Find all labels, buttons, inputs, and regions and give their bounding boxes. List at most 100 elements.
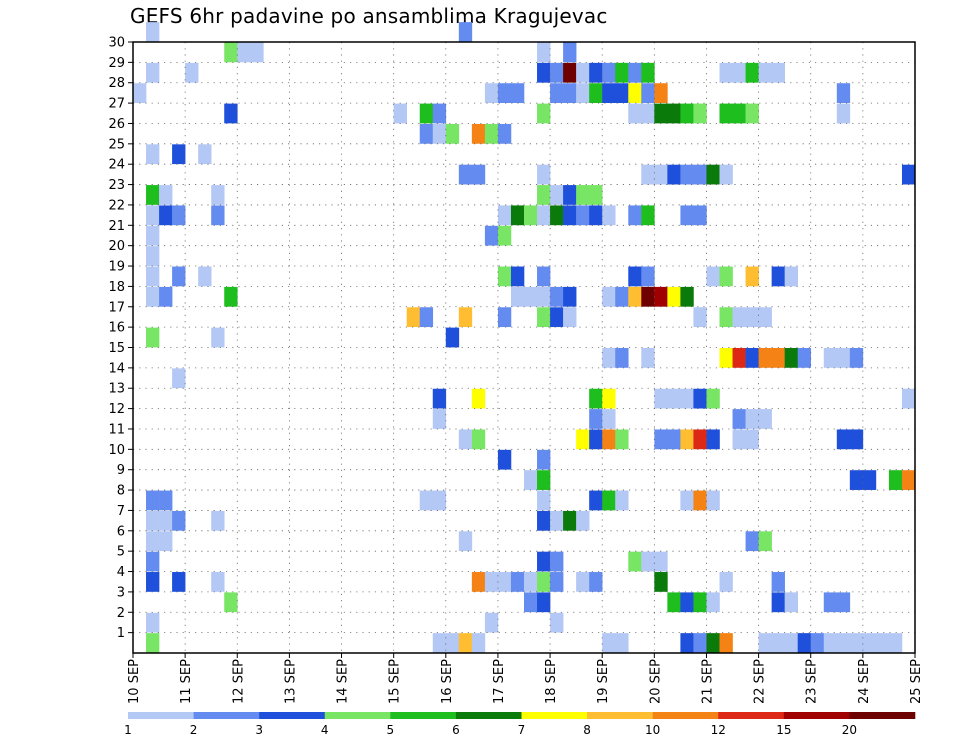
heatmap-cell [641, 164, 655, 185]
heatmap-cell [823, 592, 838, 613]
heatmap-cell [550, 510, 564, 531]
y-tick-label: 30 [108, 36, 125, 51]
colorbar-segment [455, 712, 522, 719]
heatmap-cell [471, 123, 486, 144]
heatmap-cell [745, 307, 759, 328]
heatmap-cell [471, 388, 486, 409]
heatmap-cell [159, 205, 173, 226]
heatmap-cell [706, 592, 720, 613]
heatmap-cell [745, 266, 759, 287]
heatmap-cell [706, 388, 720, 409]
heatmap-cell [745, 62, 759, 83]
heatmap-cell [550, 572, 564, 592]
heatmap-cell [745, 429, 759, 450]
heatmap-cell [654, 551, 668, 572]
heatmap-cell [719, 307, 733, 328]
heatmap-cell [159, 531, 173, 552]
heatmap-cell [432, 123, 447, 144]
y-tick-label: 11 [108, 422, 125, 437]
heatmap-cell [146, 286, 160, 307]
heatmap-cell [224, 42, 238, 63]
heatmap-cell [641, 83, 655, 103]
heatmap-cell [654, 429, 668, 450]
heatmap-cell [146, 531, 160, 552]
heatmap-cell [510, 286, 525, 307]
heatmap-cell [732, 62, 746, 83]
heatmap-cell [432, 633, 447, 653]
colorbar-label: 2 [190, 723, 198, 737]
heatmap-cell [693, 490, 707, 511]
colorbar-label: 7 [518, 723, 526, 737]
heatmap-cell [849, 348, 864, 368]
heatmap-cell [537, 572, 551, 592]
heatmap-cell [524, 470, 538, 490]
x-tick-label: 24 SEP [857, 659, 872, 704]
heatmap-cell [211, 185, 225, 205]
heatmap-cell [497, 307, 512, 328]
heatmap-cell [667, 388, 681, 409]
heatmap-cell [641, 266, 655, 287]
y-tick-label: 28 [108, 76, 125, 91]
heatmap-cell [576, 62, 590, 83]
heatmap-cell [667, 103, 681, 124]
heatmap-cell [615, 490, 629, 511]
heatmap-cell [458, 531, 473, 552]
colorbar-label: 4 [321, 723, 329, 737]
heatmap-cell [510, 83, 525, 103]
heatmap-cell [719, 266, 733, 287]
grid-layer [132, 41, 916, 653]
heatmap-cell [654, 388, 668, 409]
heatmap-cell [615, 83, 629, 103]
heatmap-cell [693, 205, 707, 226]
heatmap-cell [862, 633, 877, 653]
heatmap-cell [537, 592, 551, 613]
heatmap-cell [497, 123, 512, 144]
colorbar-label: 5 [387, 723, 395, 737]
heatmap-cell [641, 62, 655, 83]
heatmap-cell [537, 307, 551, 328]
y-tick-label: 10 [108, 443, 125, 458]
heatmap-cell [758, 348, 772, 368]
y-tick-label: 14 [108, 361, 125, 376]
heatmap-cell [706, 266, 720, 287]
heatmap-cell [550, 307, 564, 328]
heatmap-cell [185, 62, 199, 83]
heatmap-cell [680, 490, 694, 511]
heatmap-cell [550, 62, 564, 83]
heatmap-cell [172, 205, 186, 226]
heatmap-cell [406, 307, 421, 328]
heatmap-cell [471, 429, 486, 450]
heatmap-cell [146, 490, 160, 511]
heatmap-cell [537, 551, 551, 572]
heatmap-cell [654, 164, 668, 185]
heatmap-cell [667, 592, 681, 613]
heatmap-cell [537, 42, 551, 63]
heatmap-cell [198, 266, 212, 287]
heatmap-cell [224, 103, 238, 124]
heatmap-cell [628, 551, 642, 572]
heatmap-cell [602, 348, 616, 368]
heatmap-cell [146, 144, 160, 165]
heatmap-cell [237, 42, 251, 63]
y-tick-label: 21 [108, 219, 125, 234]
heatmap-cell [576, 83, 590, 103]
heatmap-cell [680, 103, 694, 124]
heatmap-cell [458, 307, 473, 328]
heatmap-cell [589, 409, 603, 429]
x-tick-label: 15 SEP [388, 659, 403, 704]
x-tick-label: 10 SEP [127, 659, 142, 704]
heatmap-cell [602, 62, 616, 83]
heatmap-cell [576, 572, 590, 592]
heatmap-cell [524, 592, 538, 613]
colorbar-segment [587, 712, 653, 719]
heatmap-cell [797, 633, 812, 653]
heatmap-cell [693, 388, 707, 409]
heatmap-cell [563, 62, 577, 83]
colorbar-label: 8 [583, 723, 591, 737]
heatmap-cell [641, 348, 655, 368]
y-tick-label: 3 [117, 585, 125, 600]
heatmap-cell [484, 612, 499, 633]
heatmap-cell [823, 633, 838, 653]
colorbar-label: 15 [776, 723, 791, 737]
